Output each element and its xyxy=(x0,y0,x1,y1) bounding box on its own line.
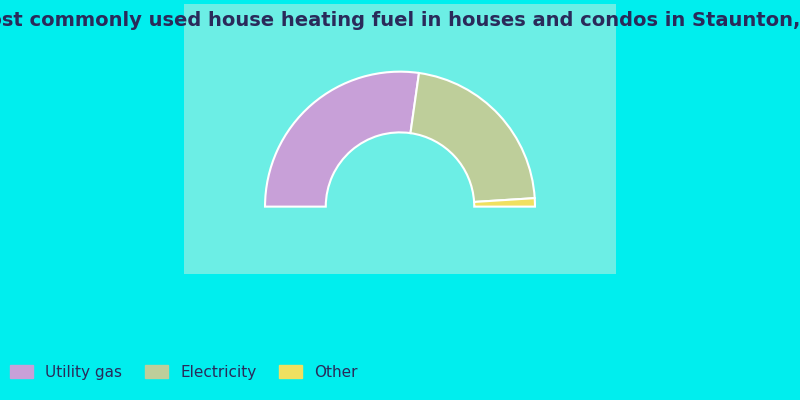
Wedge shape xyxy=(265,72,419,207)
Wedge shape xyxy=(474,198,535,207)
Legend: Utility gas, Electricity, Other: Utility gas, Electricity, Other xyxy=(10,365,358,380)
Wedge shape xyxy=(410,73,534,202)
Text: Most commonly used house heating fuel in houses and condos in Staunton, IN: Most commonly used house heating fuel in… xyxy=(0,11,800,30)
